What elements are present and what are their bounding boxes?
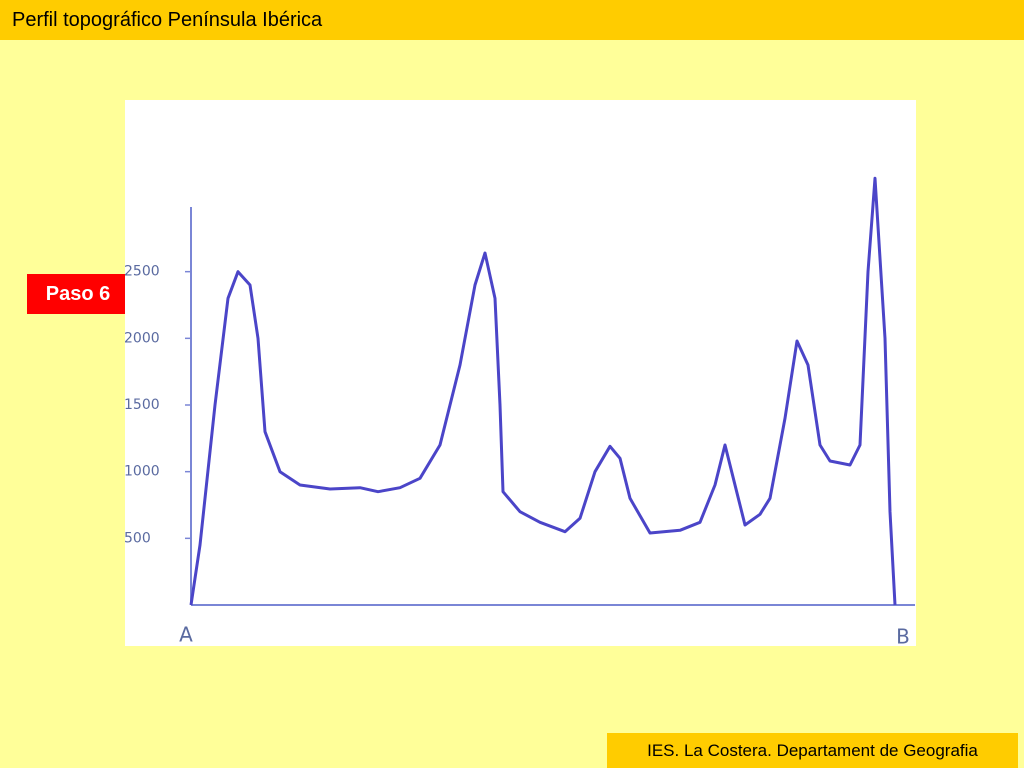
end-label: B: [896, 625, 910, 649]
profile-line: [189, 176, 897, 606]
chart-panel: [125, 100, 916, 646]
title: Perfil topográfico Península Ibérica: [12, 9, 323, 31]
y-tick-label: 2000: [124, 330, 160, 346]
footer: IES. La Costera. Departament de Geografi…: [607, 733, 1018, 768]
step-badge: Paso 6: [27, 274, 129, 314]
y-tick-label: 1500: [124, 397, 160, 413]
y-tick-label: 2500: [124, 264, 160, 280]
header: Perfil topográfico Península Ibérica: [0, 0, 1024, 40]
start-label: A: [179, 623, 193, 647]
y-tick-label: 1000: [124, 464, 160, 480]
y-tick-label: 500: [124, 530, 151, 546]
